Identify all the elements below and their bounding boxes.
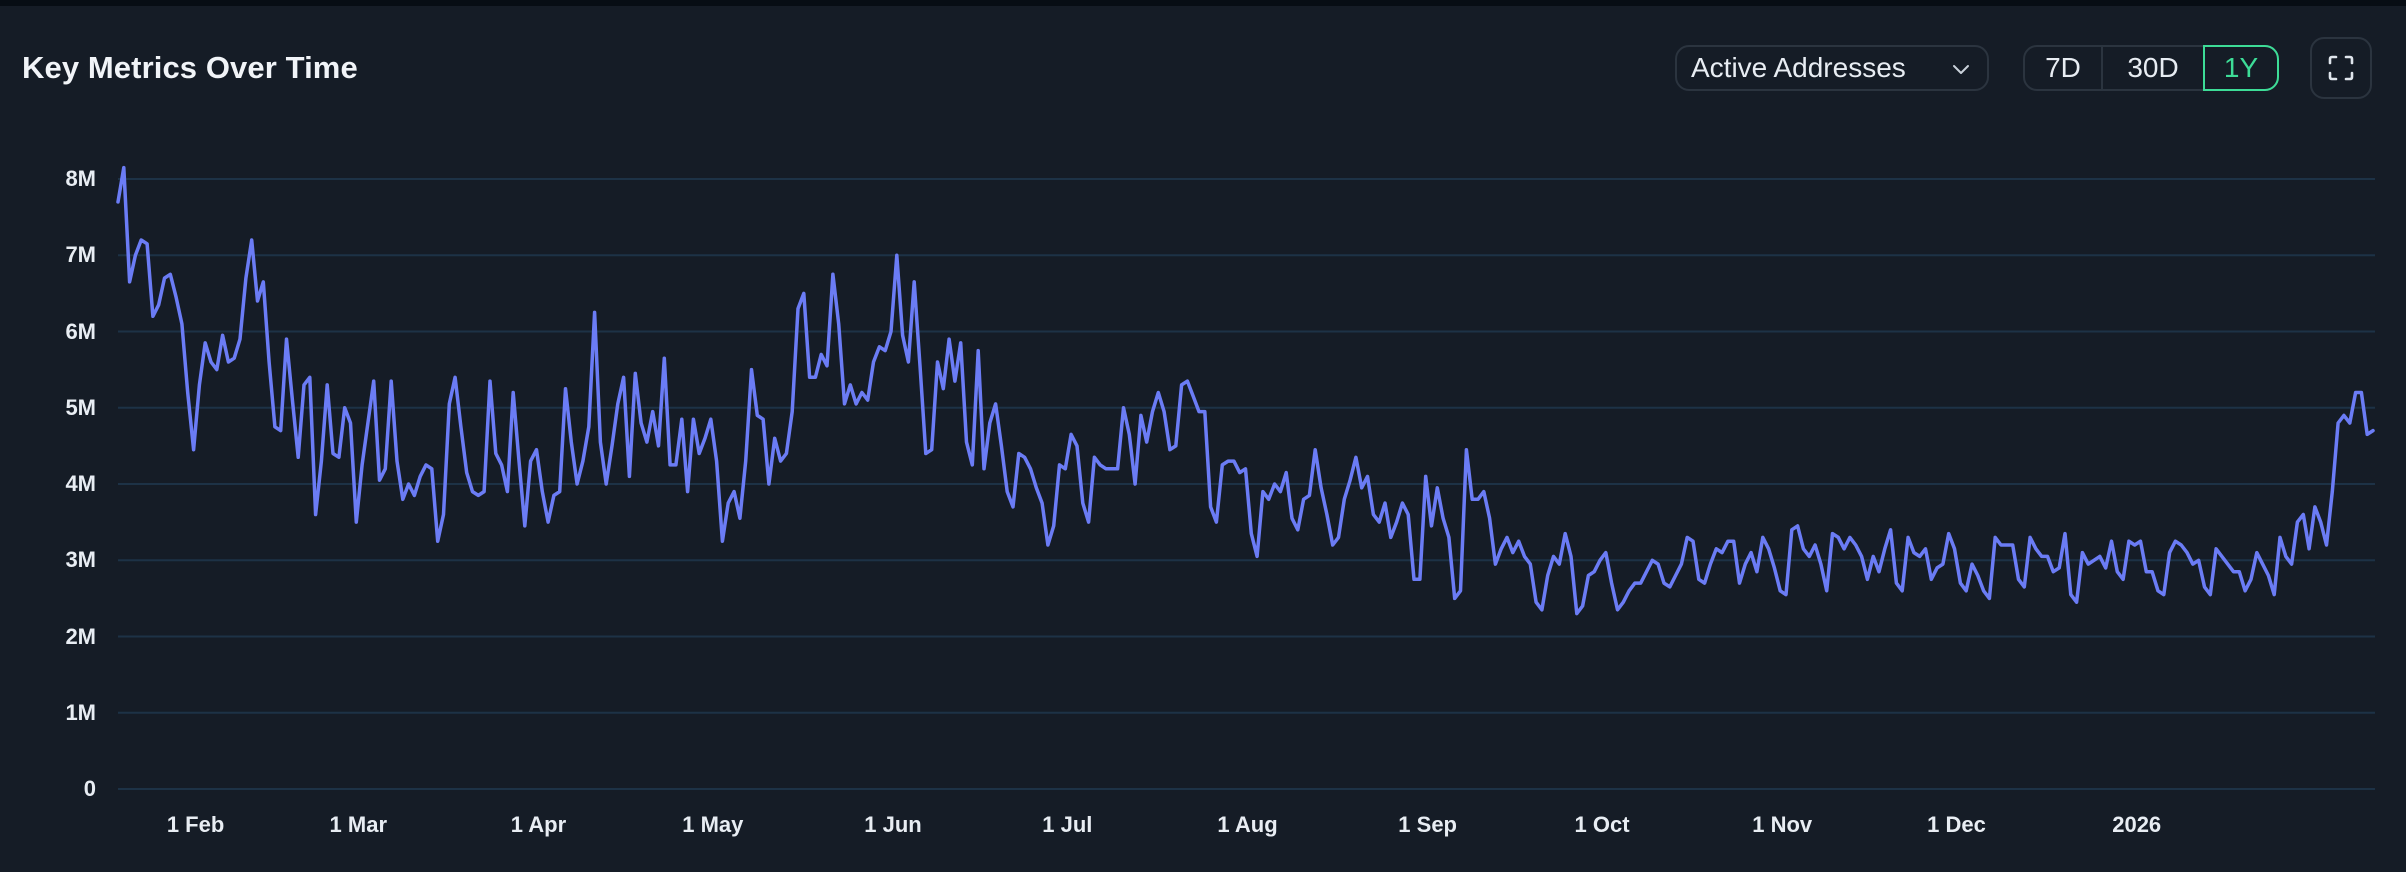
y-tick-label: 8M <box>65 166 96 191</box>
x-tick-label: 1 Jun <box>864 812 922 837</box>
y-tick-label: 3M <box>65 547 96 573</box>
range-button-7d[interactable]: 7D <box>2025 47 2103 89</box>
active-addresses-line <box>116 165 2375 616</box>
y-tick-label: 0 <box>83 776 96 801</box>
x-tick-label: 1 Dec <box>1927 812 1986 837</box>
y-tick-label: 4M <box>65 471 96 496</box>
gridlines <box>118 178 2375 790</box>
metric-select-value: Active Addresses <box>1691 52 1906 83</box>
x-tick-label: 2026 <box>2112 812 2162 837</box>
x-tick-label: 1 May <box>682 812 744 837</box>
y-tick-label: 5M <box>65 394 96 420</box>
fullscreen-button[interactable] <box>2310 37 2372 99</box>
time-range-toggle: 7D 30D 1Y <box>2023 45 2279 91</box>
top-border-strip <box>0 0 2406 6</box>
chart-title: Key Metrics Over Time <box>22 50 358 85</box>
chevron-down-icon <box>1953 65 1969 74</box>
x-tick-label: 1 Oct <box>1574 812 1630 837</box>
y-tick-label: 2M <box>65 623 96 649</box>
y-tick-label: 1M <box>65 699 96 725</box>
x-tick-label: 1 Nov <box>1752 812 1813 837</box>
x-tick-label: 1 Sep <box>1398 812 1458 837</box>
range-button-30d[interactable]: 30D <box>2127 52 2179 83</box>
x-tick-label: 1 Jul <box>1042 812 1093 837</box>
range-button-1y[interactable]: 1Y <box>2203 45 2279 91</box>
fullscreen-icon <box>2328 55 2354 81</box>
x-tick-label: 1 Aug <box>1217 812 1278 837</box>
y-tick-label: 6M <box>65 318 96 344</box>
metric-select-dropdown[interactable]: Active Addresses <box>1675 45 1989 91</box>
x-tick-label: 1 Feb <box>166 812 225 837</box>
y-tick-label: 7M <box>65 242 96 268</box>
x-tick-label: 1 Apr <box>510 812 567 837</box>
x-tick-label: 1 Mar <box>329 812 388 837</box>
